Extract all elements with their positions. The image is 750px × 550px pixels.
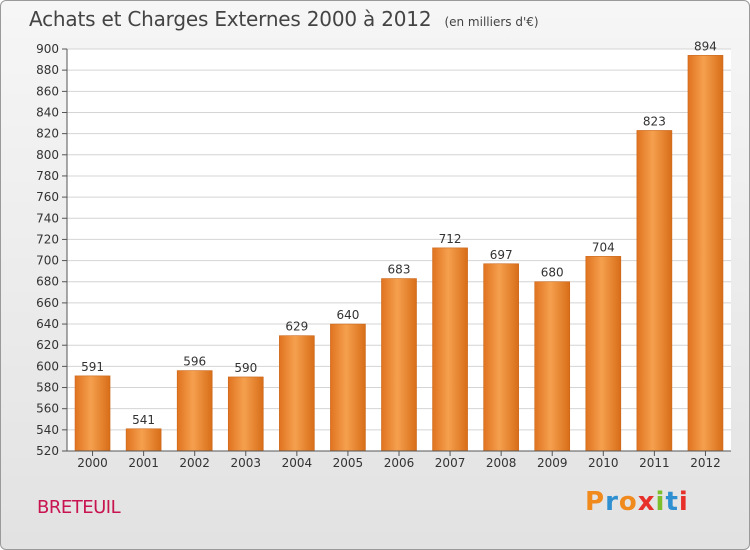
y-tick-label: 640 bbox=[36, 317, 59, 331]
bar-value-label: 591 bbox=[81, 360, 104, 374]
town-name: BRETEUIL bbox=[37, 497, 121, 518]
bar-value-label: 596 bbox=[183, 355, 206, 369]
bar-2006 bbox=[381, 278, 417, 452]
bar-2003 bbox=[227, 376, 264, 452]
bar-value-label: 629 bbox=[285, 320, 308, 334]
y-tick-label: 660 bbox=[36, 296, 59, 310]
y-tick-label: 800 bbox=[36, 148, 59, 162]
bar-value-label: 680 bbox=[541, 266, 564, 280]
y-tick-label: 560 bbox=[36, 402, 59, 416]
bars: 591 541 596 590 629 640 683 712 697 680 704 823 894 bbox=[74, 39, 724, 452]
bar-2008 bbox=[483, 263, 519, 452]
logo-letter: x bbox=[637, 487, 656, 517]
y-tick-label: 880 bbox=[36, 63, 59, 77]
x-tick-label: 2001 bbox=[128, 456, 159, 470]
y-tick-label: 520 bbox=[36, 444, 59, 458]
bar-value-label: 683 bbox=[388, 263, 411, 277]
y-tick-label: 720 bbox=[36, 232, 59, 246]
y-tick-label: 580 bbox=[36, 381, 59, 395]
chart-header: Achats et Charges Externes 2000 à 2012 (… bbox=[29, 7, 539, 31]
logo-letter: r bbox=[605, 487, 619, 517]
x-tick-label: 2006 bbox=[384, 456, 415, 470]
logo-letter: o bbox=[618, 487, 638, 517]
bar-value-label: 541 bbox=[132, 413, 155, 427]
x-tick-label: 2007 bbox=[435, 456, 466, 470]
bar-2010 bbox=[585, 256, 622, 452]
x-tick-label: 2008 bbox=[486, 456, 517, 470]
chart-subtitle: (en milliers d'€) bbox=[444, 15, 539, 29]
x-tick-label: 2003 bbox=[230, 456, 261, 470]
y-tick-label: 680 bbox=[36, 275, 59, 289]
x-tick-label: 2005 bbox=[333, 456, 364, 470]
y-tick-label: 820 bbox=[36, 127, 59, 141]
y-axis-labels: 520 540 560 580 600 620 640 660 680 700 720 740 760 7… bbox=[36, 42, 59, 458]
y-tick-label: 840 bbox=[36, 105, 59, 119]
bar-2001 bbox=[125, 428, 162, 452]
bar-value-label: 823 bbox=[643, 114, 666, 128]
x-tick-label: 2002 bbox=[179, 456, 210, 470]
logo-letter: P bbox=[585, 487, 606, 517]
bar-2012 bbox=[687, 55, 724, 452]
y-tick-label: 860 bbox=[36, 84, 59, 98]
bar-value-label: 894 bbox=[694, 39, 717, 53]
y-tick-label: 700 bbox=[36, 254, 59, 268]
x-tick-label: 2000 bbox=[77, 456, 108, 470]
x-axis-labels: 2000 2001 2002 2003 2004 2005 2006 2007 2008 2009… bbox=[77, 451, 721, 470]
bar-value-label: 697 bbox=[490, 248, 513, 262]
x-tick-label: 2011 bbox=[639, 456, 670, 470]
x-tick-label: 2010 bbox=[588, 456, 619, 470]
y-tick-label: 540 bbox=[36, 423, 59, 437]
bar-2009 bbox=[534, 281, 571, 452]
bar-2002 bbox=[176, 370, 213, 452]
proxiti-logo: Proxiti bbox=[585, 487, 689, 517]
chart-title: Achats et Charges Externes 2000 à 2012 bbox=[29, 7, 432, 31]
bar-2000 bbox=[74, 375, 111, 452]
logo-letter: i bbox=[655, 487, 666, 517]
x-tick-label: 2004 bbox=[282, 456, 313, 470]
y-tick-label: 780 bbox=[36, 169, 59, 183]
bar-2007 bbox=[432, 247, 468, 452]
y-tick-label: 740 bbox=[36, 211, 59, 225]
x-tick-label: 2012 bbox=[690, 456, 721, 470]
bar-value-label: 712 bbox=[439, 232, 462, 246]
logo-letter: t bbox=[665, 487, 679, 517]
bar-2004 bbox=[279, 335, 315, 452]
bar-2011 bbox=[636, 130, 673, 452]
y-tick-label: 600 bbox=[36, 359, 59, 373]
bar-value-label: 704 bbox=[592, 240, 615, 254]
y-tick-label: 900 bbox=[36, 42, 59, 56]
y-tick-label: 760 bbox=[36, 190, 59, 204]
bar-value-label: 590 bbox=[234, 361, 257, 375]
bar-2005 bbox=[330, 323, 366, 452]
logo-letter: i bbox=[678, 487, 689, 517]
bar-value-label: 640 bbox=[336, 308, 359, 322]
y-tick-label: 620 bbox=[36, 338, 59, 352]
x-tick-label: 2009 bbox=[537, 456, 568, 470]
